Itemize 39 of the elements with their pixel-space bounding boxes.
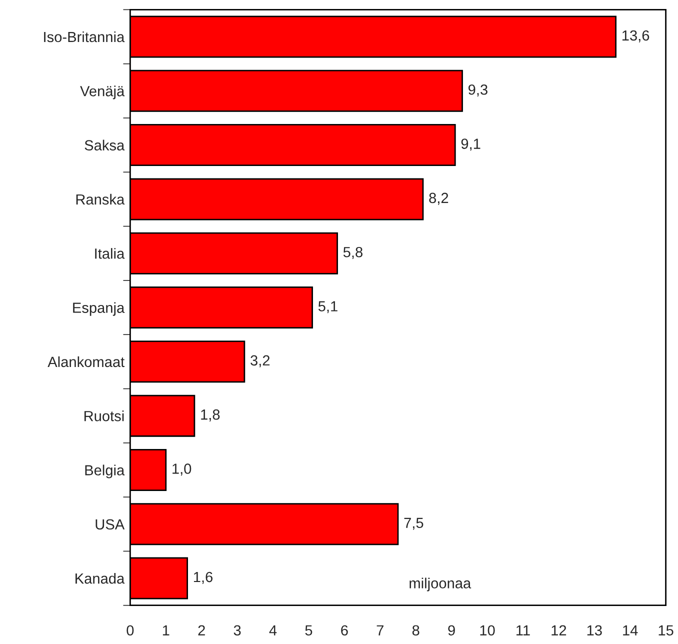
x-tick-label: 13 [587,625,602,636]
data-label: 5,8 [343,246,362,259]
data-label: 9,1 [461,138,480,151]
y-tick-label: Iso-Britannia [44,31,125,42]
y-tick-label: Kanada [76,573,125,584]
y-tick-label: Espanja [73,302,125,316]
x-tick-label: 14 [623,625,638,636]
y-tick-label: Ranska [76,194,125,205]
data-label: 8,2 [429,192,448,205]
data-label: 5,1 [318,301,338,314]
data-label: 13,6 [622,30,650,42]
x-tick-label: 12 [552,625,566,636]
x-tick-label: 6 [341,625,348,636]
y-tick-label: Saksa [84,140,125,150]
x-tick-label: 5 [305,625,312,636]
x-tick-label: 9 [448,625,455,636]
x-tick-label: 11 [516,625,530,636]
data-label: 9,3 [468,84,488,97]
data-label: 1,8 [201,409,220,422]
x-tick-label: 1 [162,625,170,636]
annotation: miljoonaa [410,578,472,592]
x-tick-label: 3 [234,625,241,636]
data-label: 1,6 [194,572,212,584]
x-tick-label: 2 [198,625,205,636]
x-tick-label: 10 [480,625,495,636]
y-tick-label: Ruotsi [84,410,124,422]
y-tick-label: Belgia [85,464,125,478]
x-tick-label: 15 [658,625,674,636]
data-label: 7,5 [404,518,424,530]
x-tick-label: 4 [269,625,277,636]
x-tick-label: 0 [126,625,134,636]
data-label: 3,2 [250,355,270,368]
y-tick-label: USA [96,519,125,530]
y-tick-label: Venäjä [80,86,125,100]
y-tick-label: Italia [95,248,125,259]
data-label: 1,0 [172,464,192,476]
x-tick-label: 7 [376,625,384,636]
x-tick-label: 8 [412,625,420,636]
y-tick-label: Alankomaat [48,356,125,368]
